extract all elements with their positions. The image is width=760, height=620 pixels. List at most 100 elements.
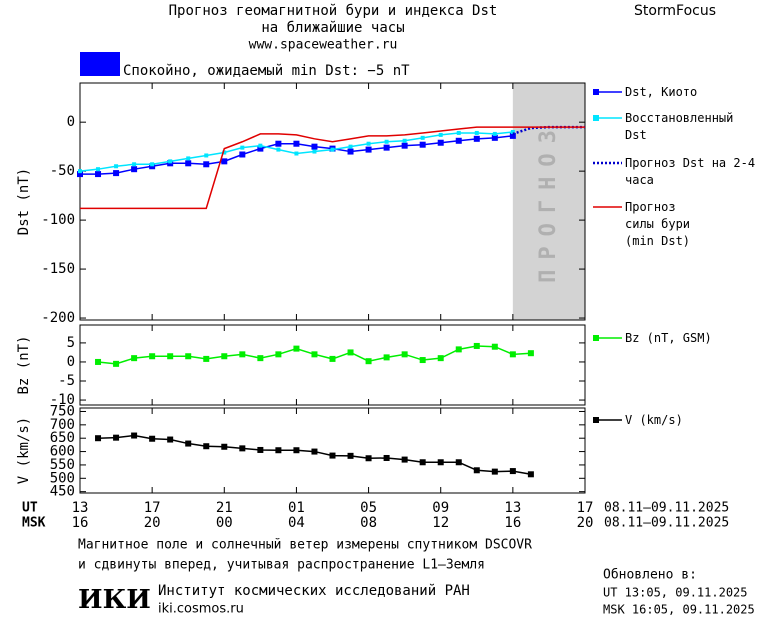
data-point [168, 159, 173, 164]
data-point [437, 459, 444, 466]
data-point [384, 139, 389, 144]
plot-frame [79, 82, 586, 321]
ut-label: UT [22, 501, 38, 516]
data-point [167, 353, 174, 360]
y-axis-title: Bz (nT) [16, 335, 32, 394]
data-point [401, 351, 408, 358]
data-point [222, 150, 227, 155]
data-point [509, 351, 516, 358]
data-point [113, 360, 120, 367]
data-point [329, 355, 336, 362]
data-point [510, 129, 515, 134]
subtitle: на ближайшие часы [261, 20, 404, 36]
data-point [149, 353, 156, 360]
y-axis-title: V (km/s) [16, 417, 32, 484]
legend-entry: Восстановленный Dst [625, 111, 734, 142]
data-point [311, 143, 318, 150]
msk-tick-label: 16 [72, 515, 89, 531]
data-point [347, 349, 354, 356]
y-tick-label: -50 [50, 163, 75, 179]
data-point [275, 140, 282, 147]
y-tick-label: 450 [50, 484, 75, 500]
data-point [527, 350, 534, 357]
data-point [257, 355, 264, 362]
msk-tick-label: 04 [288, 515, 305, 531]
y-tick-label: 550 [50, 457, 75, 473]
legend-marker [593, 417, 599, 423]
updated-msk: MSK 16:05, 09.11.2025 [603, 603, 755, 617]
data-point [437, 355, 444, 362]
data-point [221, 158, 228, 165]
ut-dates: 08.11–09.11.2025 [604, 501, 729, 516]
data-point [221, 353, 228, 360]
forecast-region [512, 83, 585, 320]
y-tick-label: -5 [58, 373, 75, 389]
data-point [419, 141, 426, 148]
data-point [473, 135, 480, 142]
data-point [275, 351, 282, 358]
data-point [77, 171, 83, 178]
data-point [455, 346, 462, 353]
data-point [455, 459, 462, 466]
x-tick-label: 05 [360, 500, 377, 516]
data-point [257, 145, 264, 152]
updated: Обновлено в: [603, 568, 697, 583]
data-point [365, 455, 372, 462]
x-tick-label: 13 [72, 500, 89, 516]
data-point [293, 447, 300, 454]
y-tick-label: 650 [50, 430, 75, 446]
data-point [203, 355, 210, 362]
data-point [258, 143, 263, 148]
data-point [167, 436, 174, 443]
msk-tick-label: 16 [504, 515, 521, 531]
data-point [239, 351, 246, 358]
title: Прогноз геомагнитной бури и индекса Dst [169, 3, 498, 19]
x-tick-label: 17 [577, 500, 594, 516]
y-axis-title: Dst (nT) [16, 168, 32, 235]
data-point [365, 146, 372, 153]
data-point [275, 447, 282, 454]
data-point [95, 171, 102, 178]
data-point [366, 141, 371, 146]
data-point [96, 167, 101, 172]
series-line [98, 434, 532, 476]
plot-frame [79, 324, 586, 406]
data-point [420, 135, 425, 140]
note: и сдвинуты вперед, учитывая распростране… [78, 558, 485, 573]
legend-entry: Bz (nT, GSM) [625, 331, 712, 345]
data-point [239, 151, 246, 158]
legend-entry: V (km/s) [625, 413, 683, 427]
data-point [131, 355, 138, 362]
y-tick-label: 0 [67, 354, 75, 370]
status-swatch [80, 52, 120, 76]
data-point [204, 153, 209, 158]
legend-marker [593, 115, 599, 121]
x-tick-label: 17 [144, 500, 161, 516]
data-point [257, 446, 264, 453]
data-point [185, 353, 192, 360]
data-point [240, 145, 245, 150]
data-point [329, 452, 336, 459]
y-tick-label: -150 [41, 261, 75, 277]
data-point [473, 342, 480, 349]
y-tick-label: -10 [50, 392, 75, 408]
data-point [401, 456, 408, 463]
data-point [132, 162, 137, 167]
data-point [365, 358, 372, 365]
data-point [509, 132, 516, 139]
y-tick-label: -100 [41, 212, 75, 228]
data-point [437, 139, 444, 146]
legend-marker [593, 89, 599, 95]
legend-marker [593, 335, 599, 341]
legend-entry: Dst, Киото [625, 85, 698, 99]
y-tick-label: 5 [67, 335, 75, 351]
data-point [491, 134, 498, 141]
data-point [185, 440, 192, 447]
data-point [527, 471, 534, 478]
data-point [491, 343, 498, 350]
data-point [113, 170, 120, 177]
y-tick-label: 500 [50, 470, 75, 486]
data-point [293, 140, 300, 147]
